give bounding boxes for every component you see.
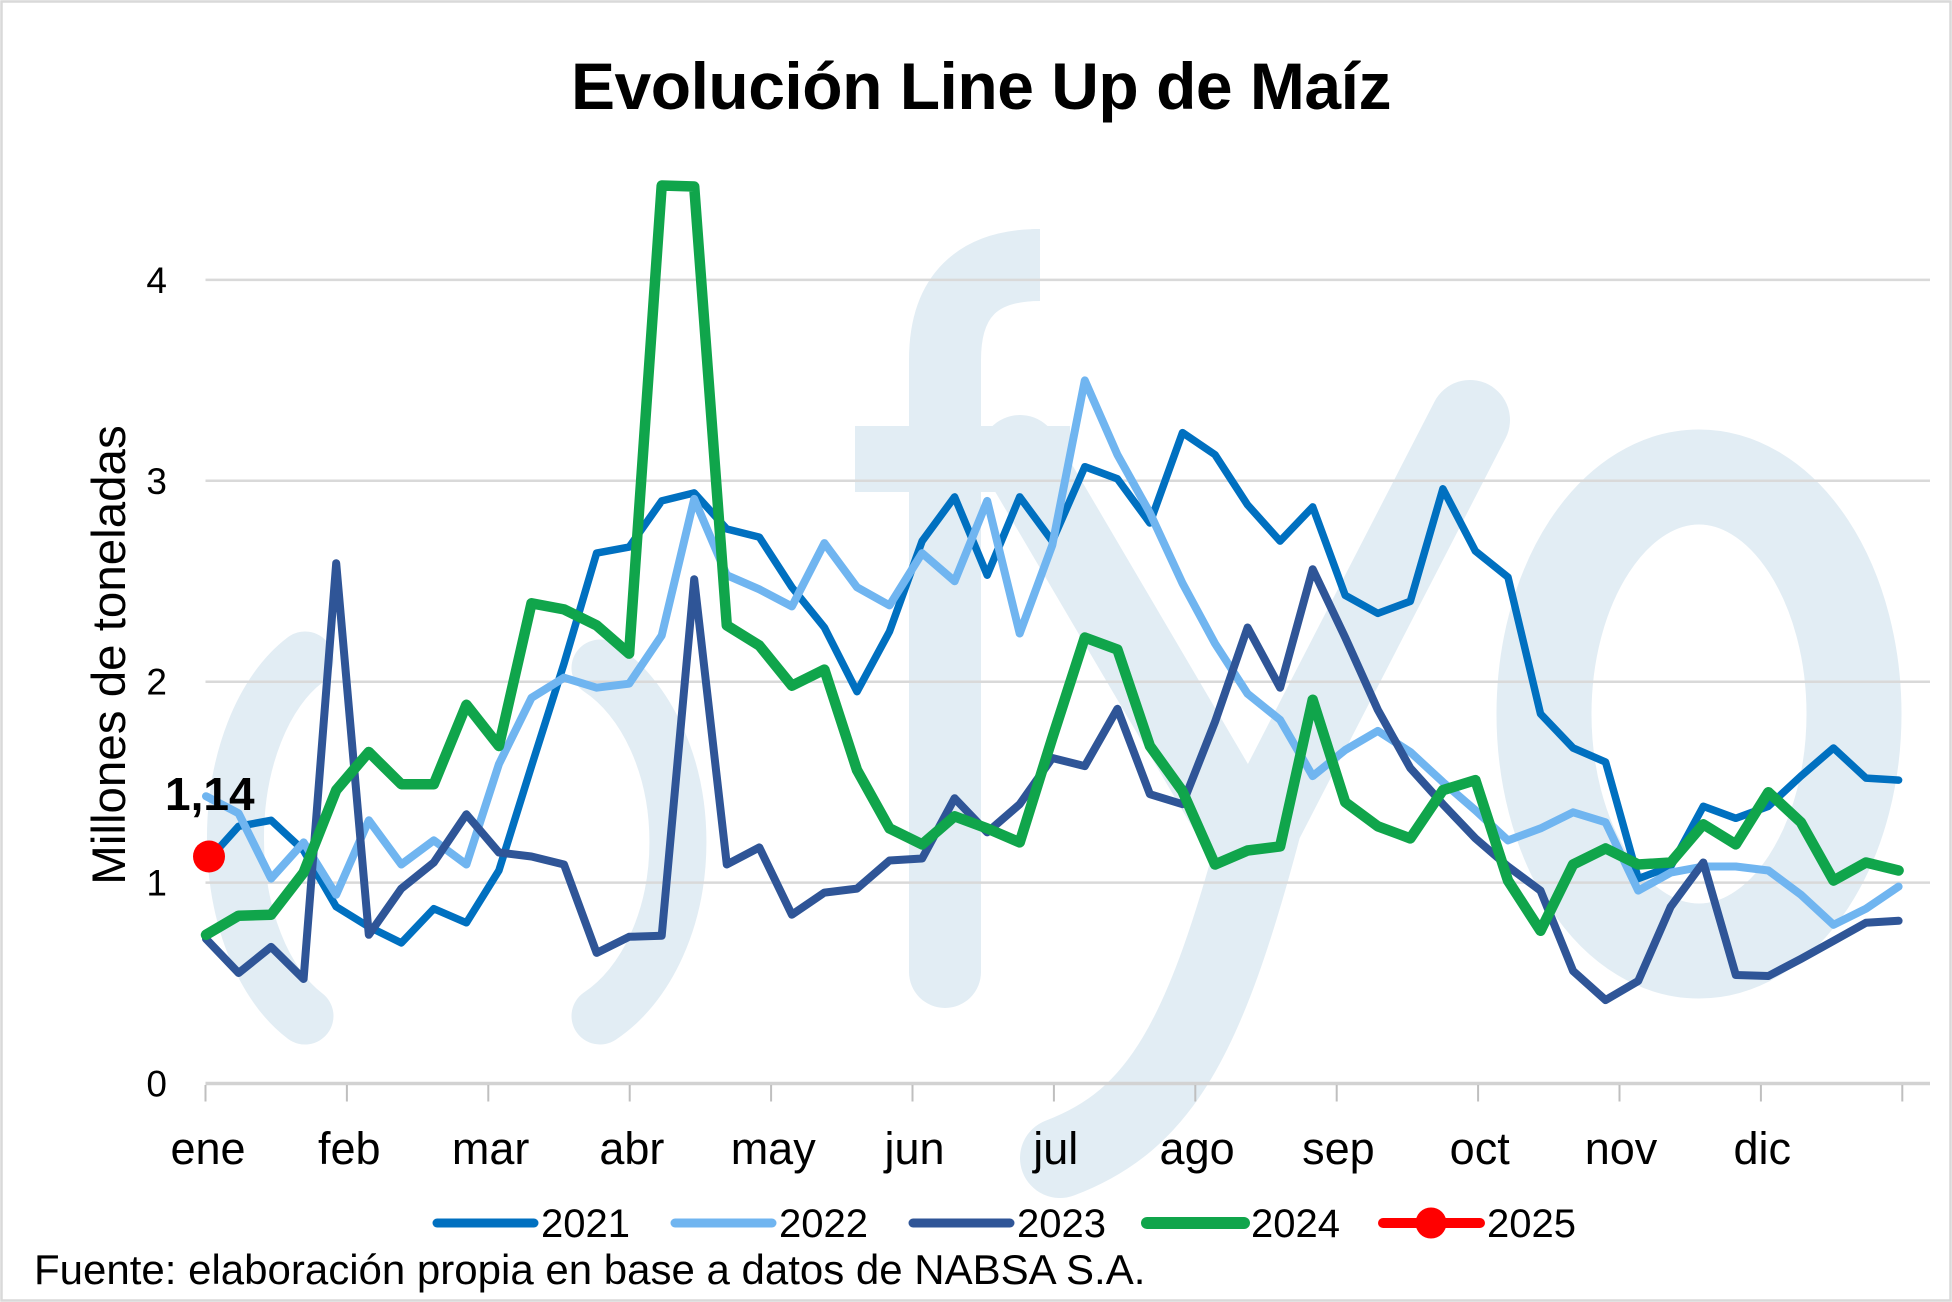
svg-text:nov: nov <box>1585 1123 1658 1174</box>
svg-text:Millones de toneladas: Millones de toneladas <box>83 425 136 884</box>
svg-text:0: 0 <box>146 1064 167 1105</box>
svg-text:feb: feb <box>318 1123 381 1174</box>
svg-text:may: may <box>731 1123 817 1174</box>
svg-text:2025: 2025 <box>1487 1202 1576 1246</box>
svg-text:jun: jun <box>882 1123 944 1174</box>
svg-text:ago: ago <box>1160 1123 1235 1174</box>
svg-text:3: 3 <box>146 461 167 502</box>
svg-text:Evolución Line Up de Maíz: Evolución Line Up de Maíz <box>571 49 1391 123</box>
svg-text:4: 4 <box>146 260 167 301</box>
svg-text:1,14: 1,14 <box>165 768 255 820</box>
svg-text:2021: 2021 <box>541 1202 630 1246</box>
svg-text:2022: 2022 <box>779 1202 868 1246</box>
svg-text:1: 1 <box>146 863 167 904</box>
svg-text:mar: mar <box>452 1123 530 1174</box>
svg-text:2024: 2024 <box>1251 1202 1340 1246</box>
svg-text:dic: dic <box>1734 1123 1792 1174</box>
svg-text:2: 2 <box>146 662 167 703</box>
svg-text:jul: jul <box>1031 1123 1078 1174</box>
svg-text:Fuente: elaboración propia en: Fuente: elaboración propia en base a dat… <box>34 1246 1145 1293</box>
svg-text:oct: oct <box>1450 1123 1511 1174</box>
svg-text:ene: ene <box>170 1123 245 1174</box>
svg-text:2023: 2023 <box>1017 1202 1106 1246</box>
svg-text:abr: abr <box>599 1123 664 1174</box>
svg-text:sep: sep <box>1302 1123 1375 1174</box>
